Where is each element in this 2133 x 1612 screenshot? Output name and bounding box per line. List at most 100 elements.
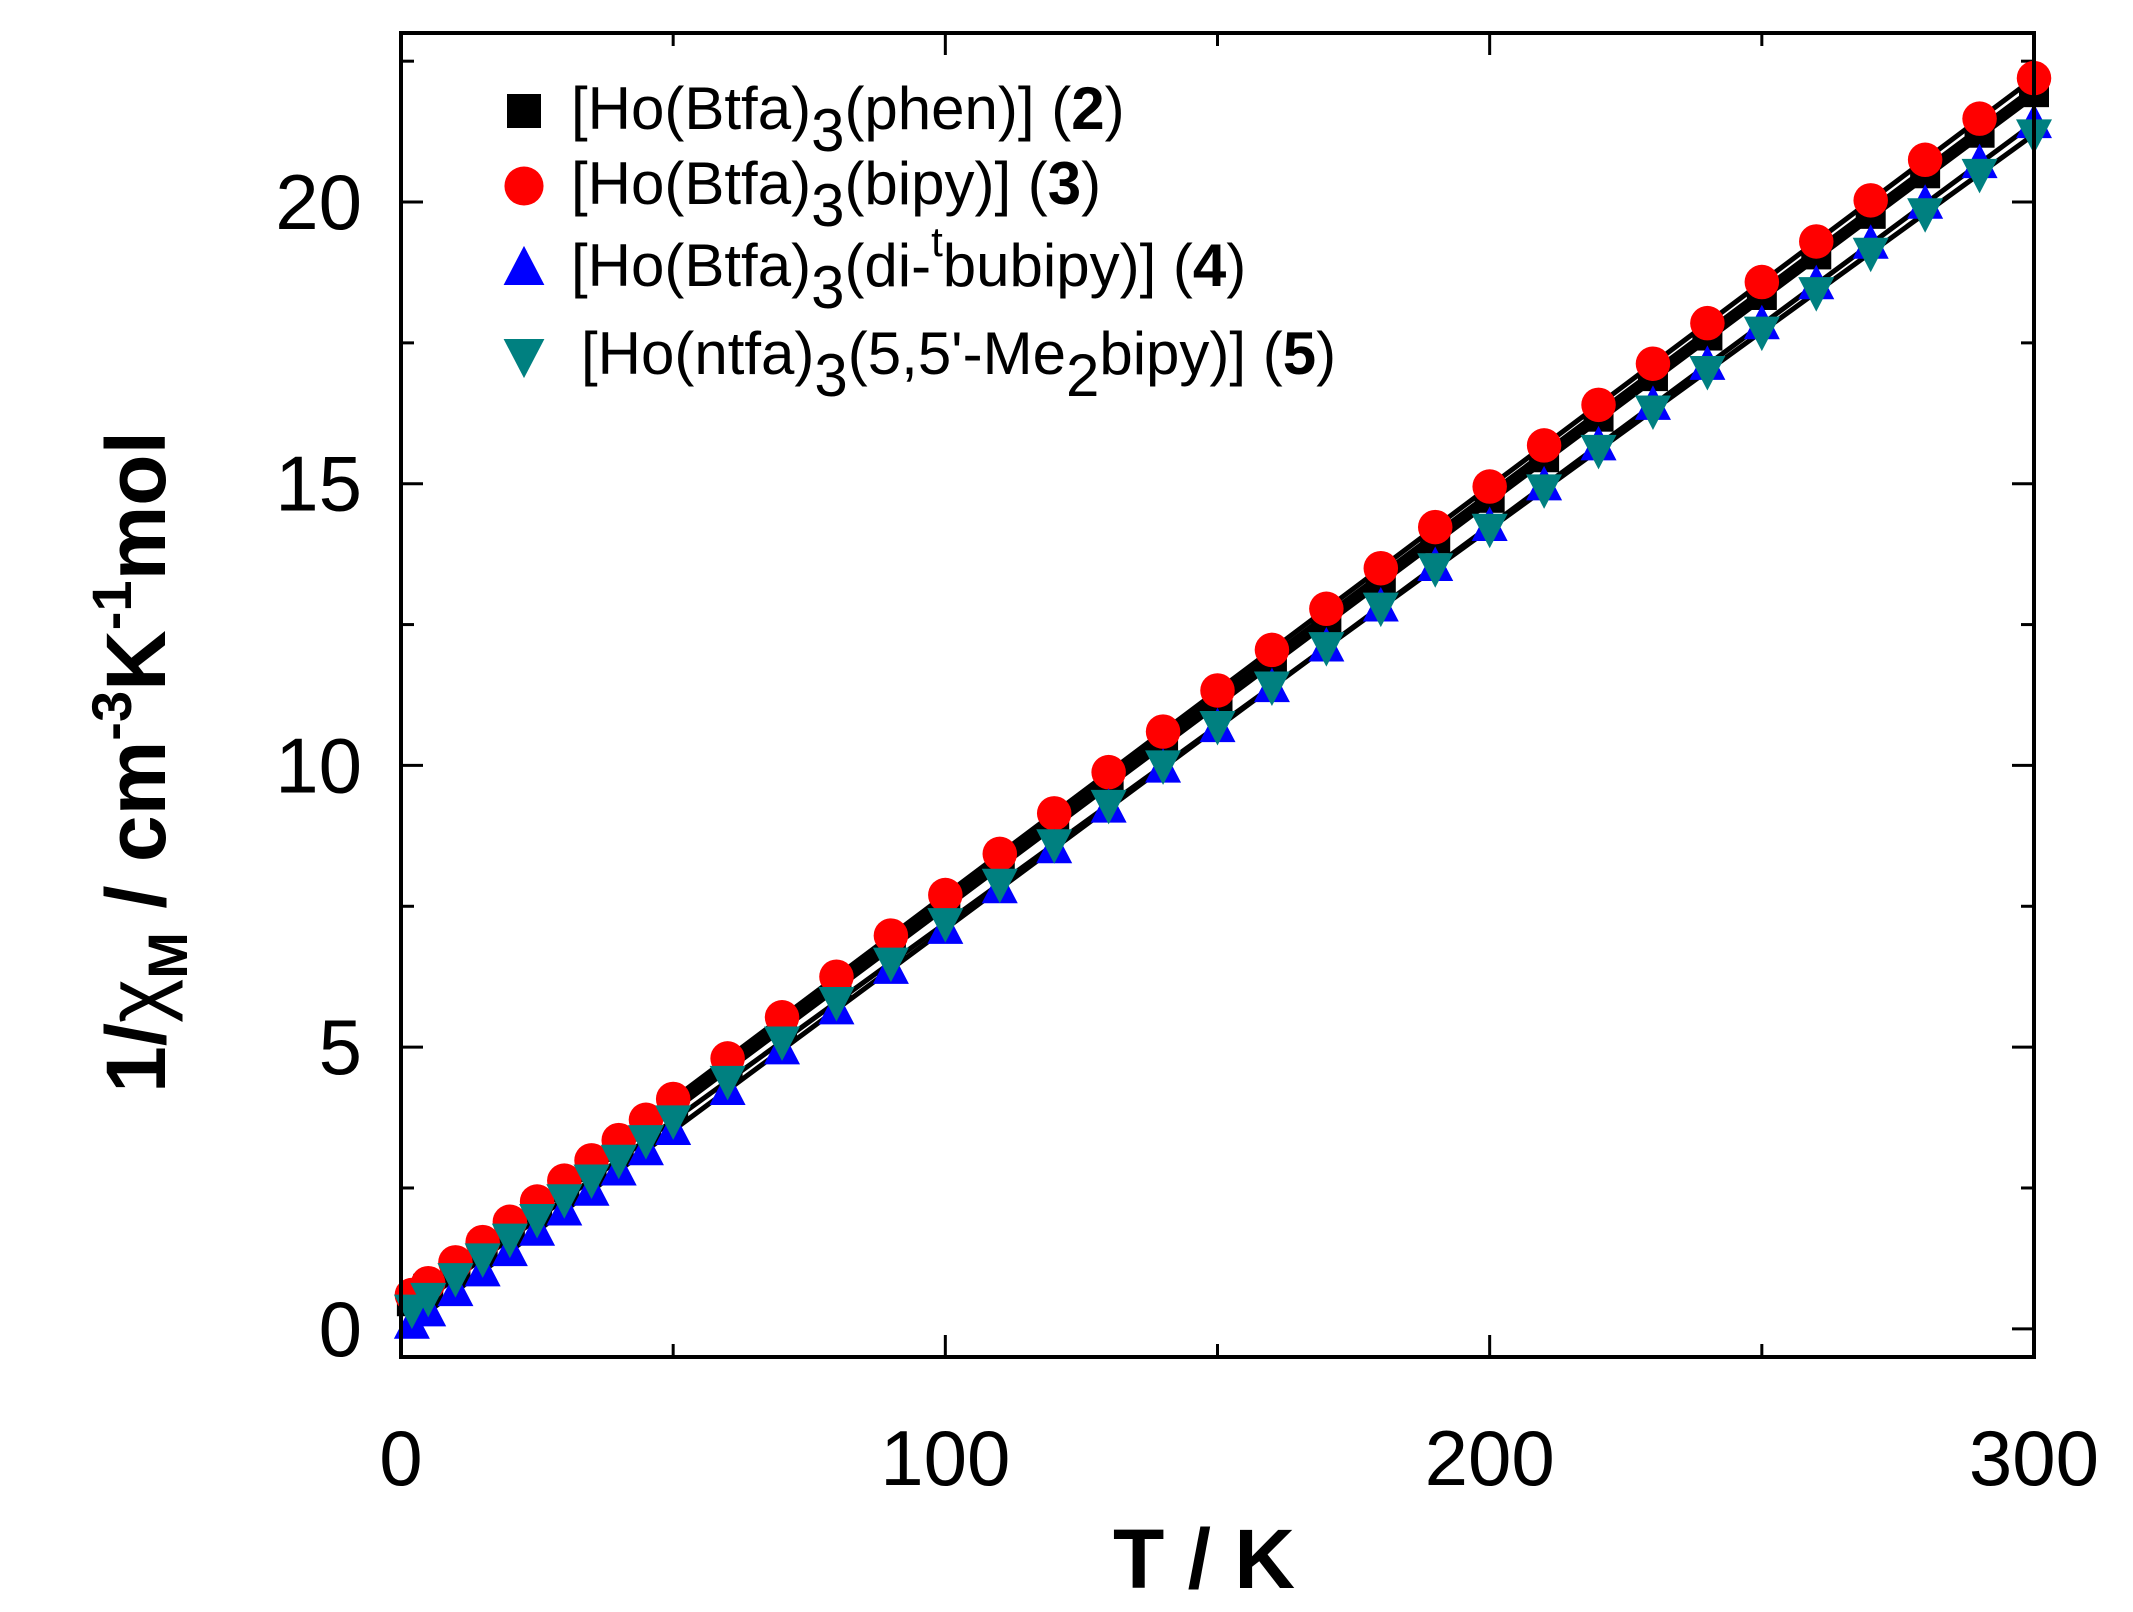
- x-tick-label: 0: [379, 1414, 422, 1502]
- legend-text-part: [Ho(Btfa): [571, 75, 811, 142]
- y-tick-label: 20: [275, 158, 362, 246]
- legend-text-part: 3: [814, 342, 847, 409]
- legend-text-part: (phen)] (: [844, 75, 1071, 142]
- legend-entry: [Ho(Btfa)3(di-tbubipy)] (4): [571, 218, 1246, 321]
- data-point: [1417, 509, 1453, 545]
- legend-marker-triangle-down: [503, 339, 545, 379]
- data-point: [1471, 513, 1508, 549]
- data-point: [1200, 673, 1235, 708]
- data-point: [1852, 237, 1889, 273]
- legend-text-part: t: [931, 218, 943, 265]
- x-tick-label: 200: [1425, 1414, 1555, 1502]
- data-point: [1145, 750, 1182, 785]
- legend-entry: [Ho(Btfa)3(phen)] (2): [571, 75, 1125, 164]
- data-point: [873, 918, 909, 953]
- data-point: [1689, 356, 1726, 391]
- legend-entry: [Ho(Btfa)3(bipy)] (3): [571, 150, 1101, 239]
- data-point: [655, 1105, 692, 1140]
- legend-text-part: ): [1226, 232, 1246, 299]
- legend-text-part: [Ho(Btfa): [571, 150, 811, 217]
- data-point: [1472, 469, 1507, 504]
- legend-marker-square: [507, 94, 541, 128]
- data-point: [1309, 591, 1344, 627]
- data-point: [1744, 264, 1780, 300]
- data-point: [546, 1184, 583, 1219]
- data-point: [600, 1144, 637, 1180]
- legend-text-part: ): [1316, 320, 1336, 387]
- legend-text-part: (di-: [844, 232, 931, 299]
- data-point: [872, 947, 909, 983]
- data-point: [1417, 553, 1454, 588]
- data-point: [1634, 395, 1671, 430]
- legend-text-part: 2: [1066, 342, 1099, 409]
- data-point: [1580, 434, 1617, 470]
- data-point: [927, 908, 964, 943]
- data-point: [709, 1065, 746, 1101]
- x-axis-label: T / K: [1113, 1512, 1295, 1606]
- y-tick-label: 5: [319, 1003, 362, 1091]
- data-point: [1907, 198, 1944, 233]
- data-point: [819, 959, 854, 994]
- data-point: [818, 987, 855, 1022]
- y-tick-label: 10: [275, 721, 362, 809]
- plot-frame: [399, 31, 2036, 1359]
- data-point: [519, 1203, 556, 1239]
- data-point: [1799, 224, 1834, 259]
- data-points: [393, 60, 2052, 1339]
- legend-text-part: ): [1105, 75, 1125, 142]
- legend-text-part: bipy)] (: [1099, 320, 1282, 387]
- data-point: [1743, 316, 1780, 352]
- data-point: [1036, 796, 1072, 831]
- data-point: [1853, 183, 1888, 218]
- y-axis-label: 1/χM / cm-3K-1mol: [80, 431, 199, 1093]
- data-point: [1798, 277, 1835, 312]
- data-point: [1308, 632, 1345, 667]
- legend-text-part: 4: [1193, 232, 1227, 299]
- data-point: [410, 1282, 447, 1318]
- data-point: [627, 1125, 664, 1160]
- y-tick-label: 15: [275, 440, 362, 528]
- data-point: [1362, 592, 1399, 628]
- data-point: [1091, 754, 1126, 790]
- data-point: [1199, 710, 1236, 746]
- data-point: [1635, 346, 1671, 381]
- data-point: [981, 868, 1018, 904]
- data-point: [1690, 305, 1725, 341]
- data-point: [1253, 671, 1290, 707]
- data-point: [1526, 428, 1562, 463]
- data-point: [1962, 101, 1997, 136]
- y-tick-label: 0: [319, 1285, 362, 1373]
- data-point: [1090, 789, 1127, 825]
- data-point: [437, 1263, 474, 1298]
- data-point: [982, 836, 1018, 872]
- data-point: [573, 1164, 610, 1200]
- legend-text-part: 3: [1048, 150, 1081, 217]
- legend-text-part: [Ho(Btfa): [571, 232, 811, 299]
- legend-marker-triangle-up: [503, 245, 545, 285]
- data-point: [928, 877, 963, 913]
- legend-text-part: (5,5'-Me: [848, 320, 1066, 387]
- data-point: [1036, 829, 1073, 864]
- data-point: [464, 1243, 501, 1278]
- data-point: [1581, 387, 1616, 423]
- legend-text-part: 3: [811, 172, 844, 239]
- legend: [Ho(Btfa)3(phen)] (2)[Ho(Btfa)3(bipy)] (…: [503, 75, 1336, 409]
- data-point: [491, 1223, 528, 1259]
- data-point: [1907, 142, 1943, 178]
- legend-text-part: (bipy)] (: [844, 150, 1047, 217]
- legend-text-part: 5: [1283, 320, 1316, 387]
- legend-text-part: [Ho(ntfa): [581, 320, 814, 387]
- legend-text-part: bubipy)] (: [943, 232, 1193, 299]
- data-point: [1363, 550, 1399, 586]
- legend-text-part: 3: [811, 254, 844, 321]
- series-4: [393, 119, 2052, 1330]
- x-tick-label: 100: [880, 1414, 1010, 1502]
- data-point: [764, 1000, 800, 1035]
- legend-text-part: 3: [811, 97, 844, 164]
- tick-labels: 0 100 200 300 0 5 10 15 20: [275, 158, 2099, 1502]
- data-point: [1961, 158, 1998, 194]
- x-tick-label: 300: [1969, 1414, 2099, 1502]
- legend-text-part: ): [1081, 150, 1101, 217]
- data-point: [1526, 474, 1563, 509]
